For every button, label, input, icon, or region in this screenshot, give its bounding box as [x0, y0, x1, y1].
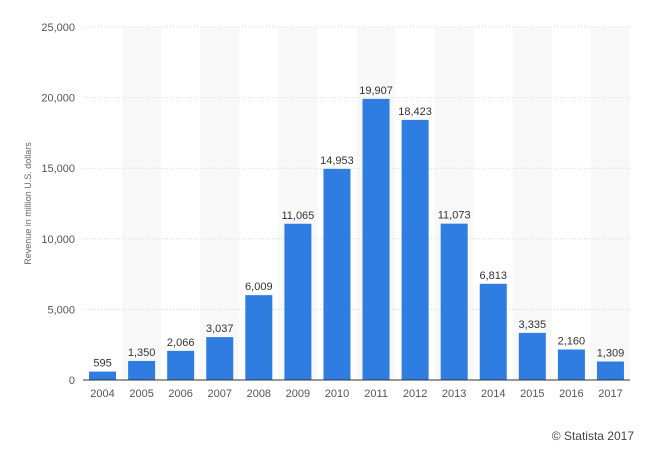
x-tick-label: 2013	[442, 388, 466, 400]
data-label: 3,335	[519, 319, 547, 331]
bar	[284, 223, 312, 380]
bar	[323, 168, 351, 380]
data-label: 6,009	[245, 281, 273, 293]
y-tick-label: 0	[69, 375, 75, 387]
bar	[596, 361, 624, 380]
x-tick-label: 2014	[481, 388, 505, 400]
y-axis-ticks: 0 5,000 10,000 15,000 20,000 25,000	[41, 22, 75, 387]
bar	[245, 295, 273, 380]
y-tick-label: 20,000	[41, 93, 75, 105]
bar	[362, 98, 390, 381]
x-tick-label: 2009	[286, 388, 310, 400]
x-tick-label: 2010	[325, 388, 349, 400]
x-tick-label: 2007	[208, 388, 232, 400]
y-tick-label: 5,000	[47, 304, 75, 316]
data-label: 6,813	[479, 270, 507, 282]
grid-lines	[83, 26, 630, 310]
bar	[206, 337, 234, 380]
y-tick-label: 25,000	[41, 22, 75, 34]
data-label: 1,309	[597, 348, 625, 360]
statista-credit[interactable]: © Statista 2017	[551, 429, 634, 443]
x-tick-label: 2008	[247, 388, 271, 400]
data-label: 11,065	[281, 210, 314, 222]
background-stripe	[590, 27, 630, 380]
x-tick-label: 2017	[598, 388, 622, 400]
x-tick-label: 2006	[168, 388, 192, 400]
data-label: 11,073	[438, 210, 471, 222]
x-tick-label: 2011	[364, 388, 388, 400]
data-labels: 595 1,350 2,066 3,037 6,009 11,065 14,953 19,90…	[93, 85, 624, 370]
x-tick-label: 2012	[403, 388, 427, 400]
x-tick-label: 2005	[129, 388, 153, 400]
bars	[89, 98, 624, 381]
bar	[479, 283, 507, 380]
bar	[557, 349, 585, 380]
bar	[401, 119, 429, 380]
data-label: 595	[93, 358, 111, 370]
data-label: 1,350	[128, 347, 156, 359]
bar	[167, 350, 195, 380]
y-axis-label: Revenue in million U.S. dollars	[23, 142, 33, 265]
background-stripe	[200, 27, 240, 380]
data-label: 19,907	[359, 85, 393, 97]
data-label: 18,423	[398, 106, 432, 118]
x-tick-label: 2004	[90, 388, 114, 400]
y-tick-label: 15,000	[41, 163, 75, 175]
x-tick-label: 2016	[559, 388, 583, 400]
x-tick-label: 2015	[520, 388, 544, 400]
data-label: 3,037	[206, 323, 234, 335]
bar	[128, 360, 156, 380]
background-stripe	[512, 27, 552, 380]
data-label: 14,953	[320, 155, 354, 167]
data-label: 2,066	[167, 337, 195, 349]
y-tick-label: 10,000	[41, 234, 75, 246]
bar	[89, 371, 117, 380]
background-stripe	[122, 27, 162, 380]
bar	[518, 332, 546, 380]
bar	[440, 223, 468, 380]
data-label: 2,160	[558, 336, 586, 348]
x-axis-ticks: 2004 2005 2006 2007 2008 2009 2010 2011 2012 2013…	[90, 388, 622, 400]
